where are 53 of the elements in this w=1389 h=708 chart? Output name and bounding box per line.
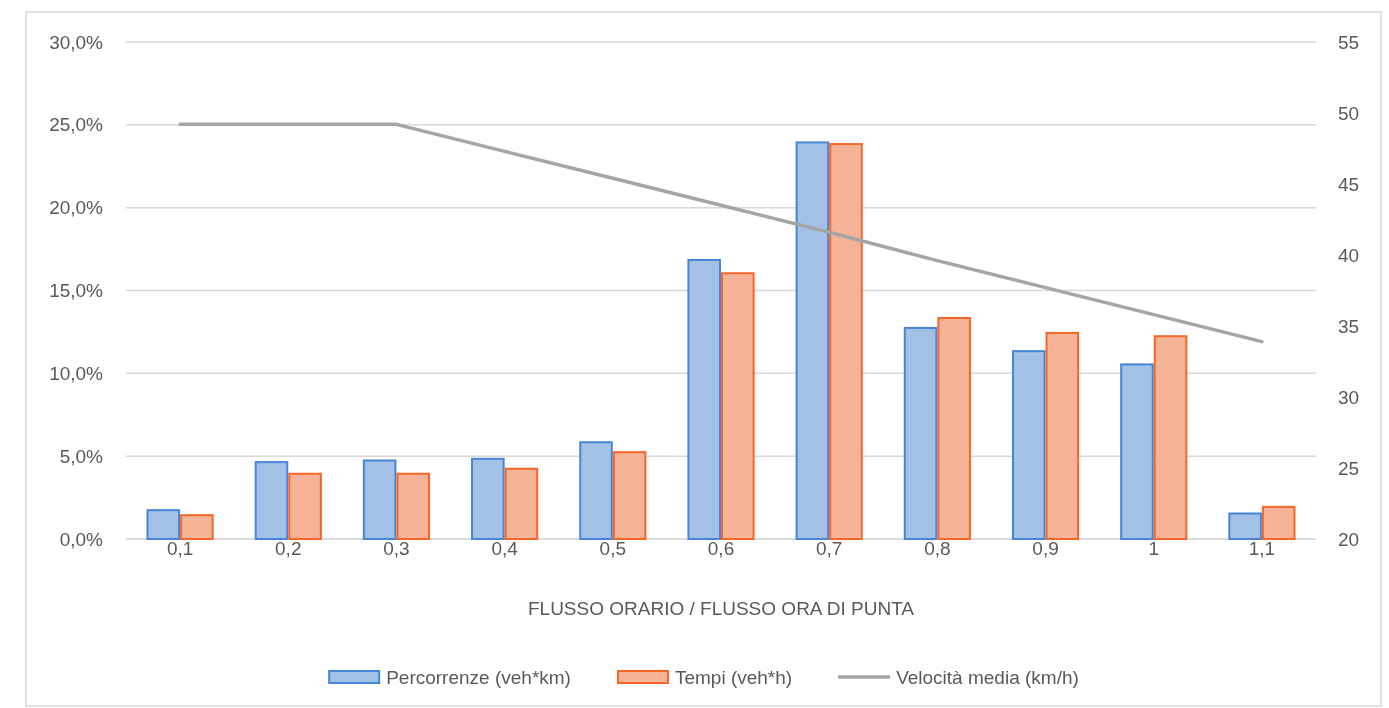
x-tick-label: 0,4 (491, 538, 519, 559)
y2-tick-label: 30 (1338, 386, 1360, 408)
bar (1011, 350, 1046, 540)
bar (1045, 331, 1080, 540)
x-tick-label: 0,2 (275, 538, 302, 559)
bar (1120, 363, 1154, 540)
x-axis-title: FLUSSO ORARIO / FLUSSO ORA DI PUNTA (527, 597, 915, 619)
legend-label: Velocità media (km/h) (896, 666, 1079, 688)
bar (288, 472, 322, 540)
y2-tick-label: 40 (1338, 244, 1360, 266)
bar (254, 461, 289, 540)
legend-label: Percorrenze (veh*km) (386, 666, 571, 688)
x-tick-label: 0,8 (924, 538, 951, 559)
x-tick-label: 0,9 (1032, 538, 1059, 559)
bar (937, 317, 971, 540)
y2-tick-label: 20 (1338, 528, 1360, 550)
bar (1228, 512, 1262, 540)
x-tick-label: 0,1 (166, 538, 194, 559)
y-tick-label: 30,0% (49, 31, 104, 53)
y2-tick-label: 35 (1338, 315, 1360, 337)
x-tick-label: 1,1 (1248, 538, 1276, 559)
y-tick-label: 15,0% (49, 280, 104, 302)
bar (829, 143, 863, 540)
y2-tick-label: 50 (1338, 102, 1360, 124)
x-tick-label: 1 (1148, 538, 1160, 559)
bar (146, 509, 181, 540)
y-tick-label: 10,0% (49, 362, 104, 384)
y2-tick-label: 55 (1338, 31, 1360, 53)
bar (471, 457, 505, 540)
bar (612, 451, 647, 540)
bar (1261, 505, 1296, 540)
bar (396, 472, 431, 540)
bar (579, 441, 613, 540)
line-series (178, 122, 1264, 344)
x-tick-label: 0,7 (815, 538, 843, 559)
bar (795, 141, 830, 540)
x-tick-label: 0,6 (707, 538, 735, 559)
y-tick-label: 20,0% (49, 197, 104, 219)
bar (504, 467, 539, 540)
y-tick-label: 25,0% (49, 114, 104, 136)
legend-label: Tempi (veh*h) (674, 666, 793, 688)
y-tick-label: 5,0% (59, 445, 104, 467)
bar (721, 272, 755, 540)
x-tick-label: 0,3 (383, 538, 410, 559)
y2-tick-label: 25 (1338, 457, 1360, 479)
y-tick-label: 0,0% (59, 528, 104, 550)
y2-tick-label: 45 (1338, 173, 1360, 195)
x-tick-label: 0,5 (599, 538, 627, 559)
bar (687, 259, 721, 540)
bar (903, 326, 938, 540)
bar (1153, 335, 1188, 540)
bar (362, 459, 397, 540)
bar (180, 514, 214, 540)
